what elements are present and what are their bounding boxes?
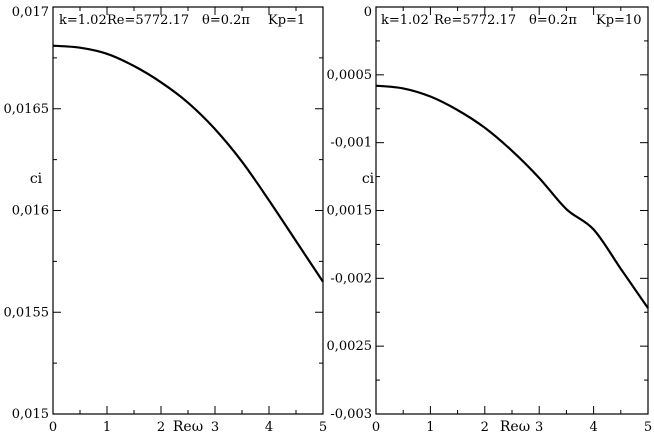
y-axis-label: ci [30,171,43,187]
y-tick-label: 0,0025 [327,339,373,354]
annotation-theta: θ=0.2π [529,13,577,28]
y-tick-label: 0,017 [12,5,49,20]
annotation-theta: θ=0.2π [202,13,250,28]
y-tick-label: 0,0155 [4,305,50,320]
chart-panel-2: 0 1 2 3 4 5 -0,003 0,0025 -0,002 0,0015 -0,001 0,00… [327,5,653,435]
y-tick-label: 0,015 [12,407,49,422]
x-tick-label: 0 [372,420,380,435]
x-tick-label: 1 [426,420,434,435]
y-tick-label: -0,003 [330,407,372,422]
plot-frame [52,6,324,415]
annotation-k: k=1.02 [381,13,429,28]
x-tick-label: 3 [535,420,543,435]
y-tick-label: 0,016 [12,204,49,219]
x-tick-label: 0 [49,420,57,435]
annotation-k: k=1.02 [59,13,107,28]
annotation-re: Re=5772.17 [107,13,189,28]
annotation-kp: Kp=1 [268,13,305,28]
y-tick-label: 0 [364,5,372,20]
y-tick-label: -0,002 [330,271,372,286]
x-tick-label: 4 [265,420,273,435]
y-tick-label: -0,001 [330,136,372,151]
x-tick-label: 4 [589,420,597,435]
annotation-re: Re=5772.17 [434,13,516,28]
series-line [375,84,649,309]
y-tick-label: 0,0005 [327,68,373,83]
x-tick-label: 2 [481,420,489,435]
x-tick-label: 3 [211,420,219,435]
annotation-kp: Kp=10 [596,13,641,28]
x-tick-label: 1 [103,420,111,435]
x-tick-label: 5 [319,420,327,435]
x-axis-label: Reω [173,419,203,435]
x-axis-label: Reω [500,419,530,435]
y-tick-label: 0,0165 [4,102,50,117]
x-tick-label: 2 [157,420,165,435]
plot-frame [375,6,649,415]
y-axis-label: ci [362,171,375,187]
x-tick-label: 5 [644,420,652,435]
y-tick-label: 0,0015 [327,204,373,219]
chart-panel-1: 0 1 2 3 4 5 0,015 0,0155 0,016 0,0165 0,017 ci Reω k=… [4,5,328,435]
series-line [52,44,324,283]
